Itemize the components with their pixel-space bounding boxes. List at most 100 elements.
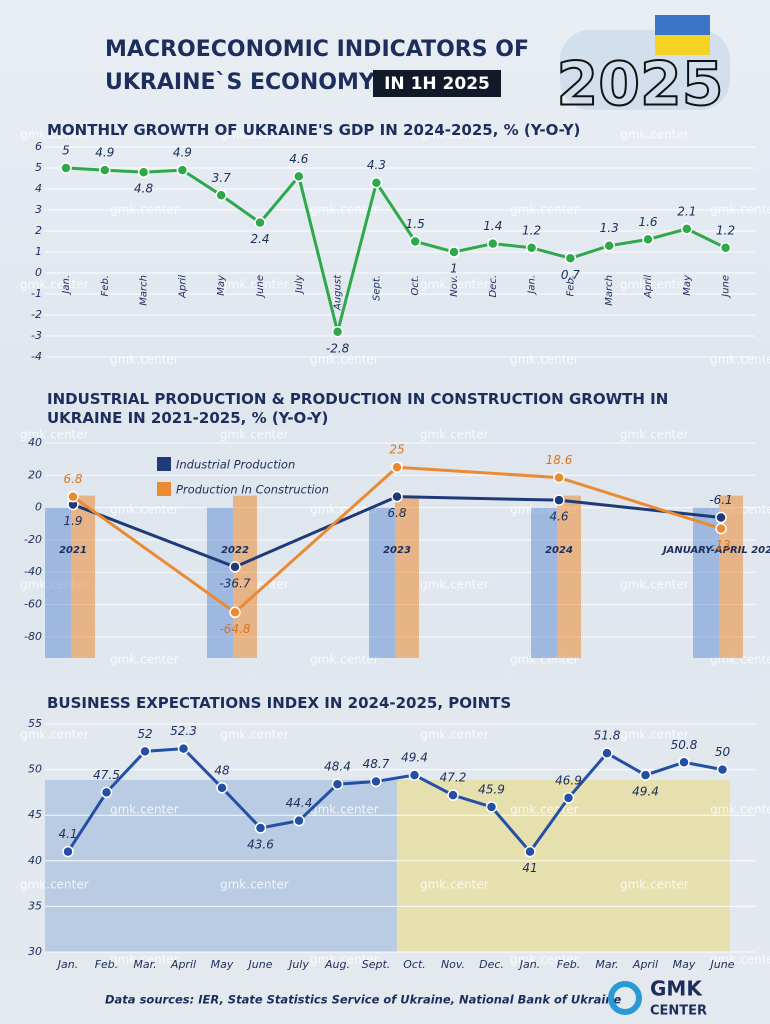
chart-title: BUSINESS EXPECTATIONS INDEX IN 2024-2025… xyxy=(47,694,512,712)
point xyxy=(331,778,344,790)
x-tick-label: Feb. xyxy=(565,275,576,296)
point xyxy=(67,490,79,503)
x-tick-label: Jan. xyxy=(61,275,72,296)
watermark: gmk.center xyxy=(310,803,379,817)
point xyxy=(642,233,654,246)
column-decor xyxy=(531,507,557,658)
watermark: gmk.center xyxy=(110,653,179,667)
data-label: 4.8 xyxy=(134,182,153,196)
x-tick-label: Jan. xyxy=(518,958,540,971)
x-tick-label: March xyxy=(604,275,615,306)
y-tick-label: 3 xyxy=(35,203,42,216)
x-tick-label: April xyxy=(177,275,188,299)
point xyxy=(215,189,227,202)
point xyxy=(524,845,536,858)
watermark: gmk.center xyxy=(620,878,689,892)
watermark: gmk.center xyxy=(110,503,179,517)
data-label: 5 xyxy=(62,144,70,158)
flag-yellow xyxy=(655,35,710,55)
point xyxy=(60,162,72,174)
watermark: gmk.center xyxy=(620,728,689,742)
data-label: 48.4 xyxy=(324,760,351,774)
x-tick-label: 2021 xyxy=(59,545,87,556)
y-tick-label: -60 xyxy=(24,598,42,611)
x-tick-label: Nov. xyxy=(441,958,465,971)
x-tick-label: Aug. xyxy=(324,958,350,971)
watermark: gmk.center xyxy=(620,278,689,292)
x-tick-label: 2022 xyxy=(221,545,249,556)
point xyxy=(639,769,652,781)
x-tick-label: Sept. xyxy=(362,958,391,971)
y-tick-label: -20 xyxy=(24,533,42,546)
header-title: UKRAINE`S ECONOMY xyxy=(105,70,376,95)
x-tick-label: April xyxy=(170,958,196,971)
legend-swatch xyxy=(157,457,171,471)
watermark: gmk.center xyxy=(420,578,489,592)
data-label: 1 xyxy=(450,262,458,276)
data-label: 4.6 xyxy=(289,152,308,166)
x-tick-label: Jan. xyxy=(527,275,538,296)
data-label: 43.6 xyxy=(247,837,274,851)
data-label: 2.4 xyxy=(250,232,269,246)
x-tick-label: Feb. xyxy=(95,958,119,971)
point xyxy=(62,845,74,858)
point xyxy=(487,237,499,250)
x-tick-label: May xyxy=(682,274,693,296)
line xyxy=(65,166,727,333)
y-tick-label: 0 xyxy=(35,266,42,279)
x-tick-label: June xyxy=(247,958,273,971)
data-label: 6.8 xyxy=(387,506,406,520)
column-decor xyxy=(693,507,719,658)
y-tick-label: 40 xyxy=(28,436,42,449)
watermark: gmk.center xyxy=(510,953,579,967)
data-label: 1.6 xyxy=(638,215,657,229)
data-label: 18.6 xyxy=(546,453,573,467)
y-tick-label: 6 xyxy=(35,140,42,153)
point xyxy=(553,494,565,506)
x-tick-label: Nov. xyxy=(449,275,460,297)
legend-label: Industrial Production xyxy=(176,458,295,472)
point xyxy=(525,242,538,254)
point xyxy=(391,490,403,503)
point xyxy=(100,786,113,799)
data-label: -36.7 xyxy=(219,576,250,590)
point xyxy=(139,745,151,758)
data-label: 46.9 xyxy=(555,773,582,787)
data-label: 4.3 xyxy=(367,158,386,172)
y-tick-label: 50 xyxy=(28,763,42,776)
x-tick-label: Sept. xyxy=(371,275,382,301)
data-label: 4.1 xyxy=(58,827,77,841)
point xyxy=(678,756,690,769)
watermark: gmk.center xyxy=(310,653,379,667)
watermark: gmk.center xyxy=(310,353,379,367)
y-tick-label: 4 xyxy=(35,182,42,195)
y-tick-label: 35 xyxy=(28,899,42,912)
point xyxy=(216,782,228,794)
point xyxy=(447,789,459,801)
watermark: gmk.center xyxy=(310,953,379,967)
watermark: gmk.center xyxy=(110,803,179,817)
watermark: gmk.center xyxy=(20,428,89,442)
point xyxy=(408,769,421,781)
data-label: 1.2 xyxy=(522,223,541,237)
x-tick-label: June xyxy=(721,275,732,299)
flag-blue xyxy=(655,15,710,35)
logo-icon xyxy=(608,981,642,1015)
data-label: 52 xyxy=(137,727,152,741)
watermark: gmk.center xyxy=(710,353,770,367)
x-tick-label: Feb. xyxy=(557,958,581,971)
watermark: gmk.center xyxy=(110,353,179,367)
x-tick-label: June xyxy=(709,958,735,971)
watermark: gmk.center xyxy=(220,428,289,442)
x-tick-label: March xyxy=(139,275,150,306)
logo: GMK xyxy=(650,977,703,1001)
x-tick-label: May xyxy=(673,958,696,971)
watermark: gmk.center xyxy=(420,128,489,142)
data-label: 41 xyxy=(522,861,537,875)
y-tick-label: -3 xyxy=(31,329,42,342)
y-tick-label: -1 xyxy=(31,287,42,300)
data-label: 3.7 xyxy=(212,171,231,185)
point xyxy=(409,235,421,248)
y-tick-label: 40 xyxy=(28,854,42,867)
column-decor xyxy=(557,495,581,658)
